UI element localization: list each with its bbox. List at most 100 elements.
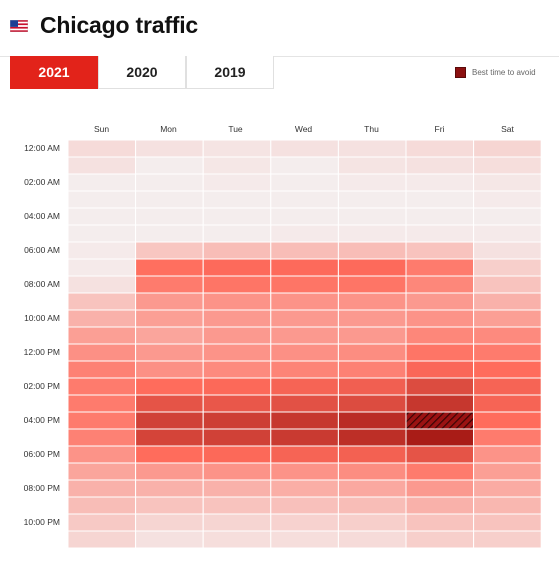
heatmap-cell[interactable] <box>473 309 542 328</box>
heatmap-cell[interactable] <box>67 207 137 226</box>
heatmap-cell[interactable] <box>473 343 542 362</box>
heatmap-cell[interactable] <box>202 241 272 260</box>
heatmap-cell[interactable] <box>473 445 542 464</box>
heatmap-cell[interactable] <box>67 479 137 498</box>
heatmap-cell[interactable] <box>337 343 407 362</box>
heatmap-cell[interactable] <box>202 309 272 328</box>
heatmap-cell[interactable] <box>473 173 542 192</box>
heatmap-cell[interactable] <box>135 292 204 311</box>
heatmap-cell[interactable] <box>337 394 407 413</box>
heatmap-cell[interactable] <box>135 224 204 243</box>
heatmap-cell[interactable] <box>473 224 542 243</box>
heatmap-cell[interactable] <box>67 326 137 345</box>
heatmap-cell[interactable] <box>67 394 137 413</box>
heatmap-cell[interactable] <box>270 428 339 447</box>
heatmap-cell[interactable] <box>135 156 204 175</box>
heatmap-cell[interactable] <box>135 428 204 447</box>
heatmap-cell[interactable] <box>337 207 407 226</box>
heatmap-cell[interactable] <box>67 445 137 464</box>
heatmap-cell[interactable] <box>405 292 475 311</box>
heatmap-cell[interactable] <box>473 496 542 515</box>
heatmap-cell[interactable] <box>473 190 542 209</box>
heatmap-cell[interactable] <box>473 394 542 413</box>
heatmap-cell[interactable] <box>473 360 542 379</box>
heatmap-cell[interactable] <box>135 190 204 209</box>
heatmap-cell[interactable] <box>270 258 339 277</box>
heatmap-cell[interactable] <box>337 411 407 430</box>
heatmap-cell[interactable] <box>67 309 137 328</box>
heatmap-cell[interactable] <box>270 462 339 481</box>
heatmap-cell[interactable] <box>337 224 407 243</box>
heatmap-cell[interactable] <box>202 479 272 498</box>
heatmap-cell[interactable] <box>337 326 407 345</box>
heatmap-cell[interactable] <box>270 496 339 515</box>
heatmap-cell[interactable] <box>270 156 339 175</box>
heatmap-cell[interactable] <box>67 496 137 515</box>
heatmap-cell[interactable] <box>202 258 272 277</box>
heatmap-cell[interactable] <box>202 513 272 532</box>
heatmap-cell[interactable] <box>67 411 137 430</box>
heatmap-cell[interactable] <box>67 513 137 532</box>
tab-2020[interactable]: 2020 <box>98 56 186 89</box>
heatmap-cell[interactable] <box>337 445 407 464</box>
heatmap-cell[interactable] <box>337 496 407 515</box>
heatmap-cell[interactable] <box>202 411 272 430</box>
heatmap-cell-best-time-to-avoid[interactable] <box>405 411 475 430</box>
heatmap-cell[interactable] <box>270 530 339 549</box>
heatmap-cell[interactable] <box>202 326 272 345</box>
heatmap-cell[interactable] <box>135 275 204 294</box>
heatmap-cell[interactable] <box>405 428 475 447</box>
heatmap-cell[interactable] <box>202 207 272 226</box>
heatmap-cell[interactable] <box>135 513 204 532</box>
heatmap-cell[interactable] <box>135 326 204 345</box>
heatmap-cell[interactable] <box>270 377 339 396</box>
heatmap-cell[interactable] <box>67 377 137 396</box>
tab-2019[interactable]: 2019 <box>186 56 274 89</box>
heatmap-cell[interactable] <box>135 411 204 430</box>
heatmap-cell[interactable] <box>202 462 272 481</box>
heatmap-cell[interactable] <box>270 326 339 345</box>
heatmap-cell[interactable] <box>67 224 137 243</box>
heatmap-cell[interactable] <box>135 139 204 158</box>
heatmap-cell[interactable] <box>405 326 475 345</box>
heatmap-cell[interactable] <box>202 394 272 413</box>
heatmap-cell[interactable] <box>67 292 137 311</box>
heatmap-cell[interactable] <box>337 428 407 447</box>
heatmap-cell[interactable] <box>67 173 137 192</box>
heatmap-cell[interactable] <box>202 139 272 158</box>
heatmap-cell[interactable] <box>337 292 407 311</box>
heatmap-cell[interactable] <box>135 241 204 260</box>
heatmap-cell[interactable] <box>135 258 204 277</box>
heatmap-cell[interactable] <box>202 343 272 362</box>
heatmap-cell[interactable] <box>405 479 475 498</box>
heatmap-cell[interactable] <box>405 445 475 464</box>
heatmap-cell[interactable] <box>67 428 137 447</box>
heatmap-cell[interactable] <box>337 377 407 396</box>
heatmap-cell[interactable] <box>337 173 407 192</box>
heatmap-cell[interactable] <box>270 275 339 294</box>
heatmap-cell[interactable] <box>67 139 137 158</box>
heatmap-cell[interactable] <box>337 530 407 549</box>
heatmap-cell[interactable] <box>337 241 407 260</box>
heatmap-cell[interactable] <box>405 258 475 277</box>
heatmap-cell[interactable] <box>473 411 542 430</box>
heatmap-cell[interactable] <box>405 360 475 379</box>
heatmap-cell[interactable] <box>202 173 272 192</box>
heatmap-cell[interactable] <box>270 190 339 209</box>
heatmap-cell[interactable] <box>67 275 137 294</box>
heatmap-cell[interactable] <box>405 241 475 260</box>
heatmap-cell[interactable] <box>270 445 339 464</box>
heatmap-cell[interactable] <box>270 173 339 192</box>
heatmap-cell[interactable] <box>405 513 475 532</box>
heatmap-cell[interactable] <box>67 343 137 362</box>
heatmap-cell[interactable] <box>202 377 272 396</box>
heatmap-cell[interactable] <box>135 394 204 413</box>
heatmap-cell[interactable] <box>473 530 542 549</box>
heatmap-cell[interactable] <box>202 360 272 379</box>
heatmap-cell[interactable] <box>473 462 542 481</box>
heatmap-cell[interactable] <box>405 394 475 413</box>
heatmap-cell[interactable] <box>67 258 137 277</box>
heatmap-cell[interactable] <box>270 394 339 413</box>
heatmap-cell[interactable] <box>337 479 407 498</box>
heatmap-cell[interactable] <box>337 462 407 481</box>
